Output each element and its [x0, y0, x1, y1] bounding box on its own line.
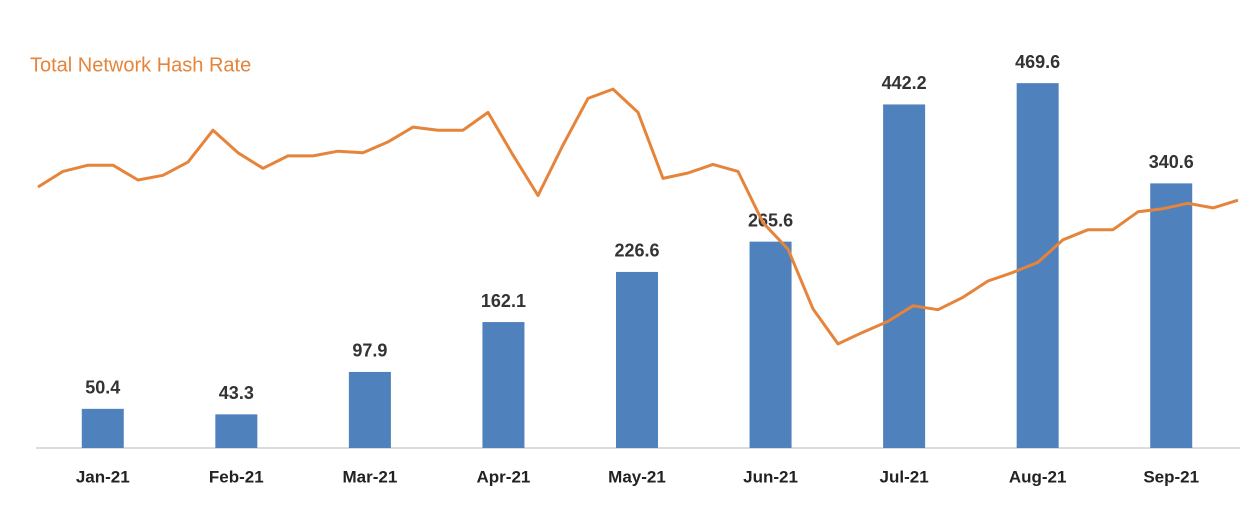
hash-rate-line	[37, 87, 1239, 346]
x-tick-label: Aug-21	[1009, 467, 1067, 486]
bar	[749, 241, 792, 448]
x-tick-label: Mar-21	[342, 467, 397, 486]
data-label: 226.6	[614, 241, 659, 261]
bar	[482, 322, 525, 448]
x-tick-label: Jul-21	[880, 467, 929, 486]
bar	[348, 371, 391, 448]
data-label: 50.4	[85, 378, 120, 398]
bar	[215, 414, 258, 448]
x-tick-label: Jan-21	[76, 467, 130, 486]
x-tick-label: Feb-21	[209, 467, 264, 486]
line-legend-label: Total Network Hash Rate	[30, 54, 251, 76]
data-label: 43.3	[219, 383, 254, 403]
bar	[81, 408, 124, 448]
bar	[1150, 183, 1193, 448]
x-tick-label: May-21	[608, 467, 666, 486]
data-label: 340.6	[1149, 152, 1194, 172]
data-label: 469.6	[1015, 52, 1060, 72]
data-label: 442.2	[882, 73, 927, 93]
data-label: 97.9	[352, 341, 387, 361]
bar	[1016, 83, 1059, 448]
data-label: 162.1	[481, 291, 526, 311]
x-tick-label: Jun-21	[743, 467, 798, 486]
data-label: 265.6	[748, 210, 793, 230]
bar	[883, 104, 926, 449]
x-tick-label: Sep-21	[1143, 467, 1199, 486]
x-tick-label: Apr-21	[477, 467, 531, 486]
bar	[616, 271, 658, 448]
